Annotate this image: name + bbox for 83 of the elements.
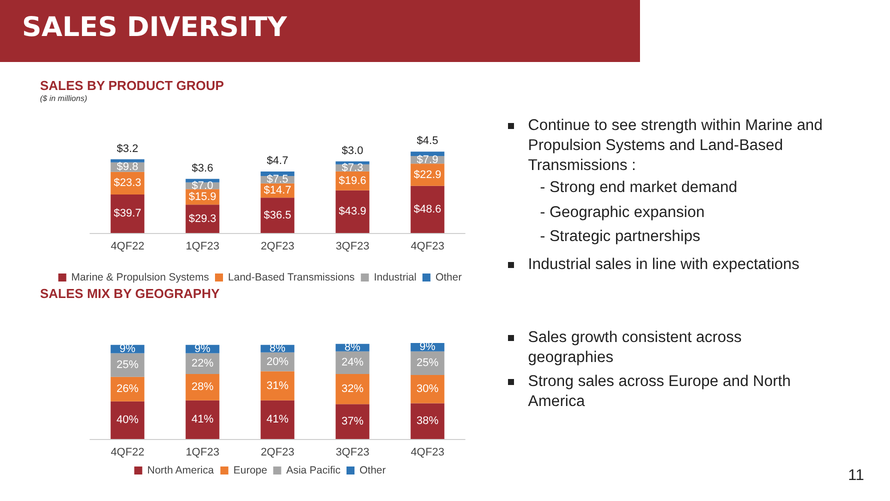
bar xyxy=(110,401,144,439)
data-label: 25% xyxy=(116,359,139,372)
text: Strong sales across Europe and North America xyxy=(528,372,792,412)
data-label: $15.9 xyxy=(188,190,216,203)
x-tick-label: 1QF23 xyxy=(186,446,220,458)
bar xyxy=(110,159,144,162)
bar xyxy=(186,400,220,439)
data-label: 41% xyxy=(191,414,214,426)
x-tick-label: 4QF23 xyxy=(410,446,444,458)
legend-label: Industrial xyxy=(374,272,416,284)
data-label: $3.2 xyxy=(116,142,138,155)
data-label: 38% xyxy=(416,415,439,428)
legend-label: Asia Pacific xyxy=(286,464,340,476)
data-label: $3.0 xyxy=(342,144,364,157)
data-label: 9% xyxy=(120,343,136,356)
x-tick-label: 2QF23 xyxy=(260,446,294,458)
legend-label: Other xyxy=(435,272,462,284)
text: Sales growth consistent across geographies xyxy=(528,328,743,368)
data-label: 31% xyxy=(266,380,289,392)
data-label: $9.8 xyxy=(116,161,138,174)
bar xyxy=(186,374,220,400)
data-label: $19.6 xyxy=(338,174,366,187)
bar xyxy=(336,374,370,404)
data-label: $36.5 xyxy=(264,209,292,222)
data-label: $7.9 xyxy=(416,154,438,166)
data-label: $4.5 xyxy=(416,135,438,148)
bar xyxy=(410,403,444,439)
text: Continue to see strength within Marine and Propulsion Systems and Land-Based Transmissions : xyxy=(528,116,824,176)
chart-subtitle: ($ in millions) xyxy=(40,94,88,103)
data-label: 22% xyxy=(191,358,214,370)
text: 11 xyxy=(848,466,866,486)
text: SALES DIVERSITY xyxy=(22,12,287,43)
bar xyxy=(110,194,144,233)
bar xyxy=(260,198,294,233)
data-label: $3.6 xyxy=(192,162,214,174)
x-tick-label: 4QF22 xyxy=(110,446,144,458)
data-label: 26% xyxy=(116,383,139,396)
x-tick-label: 2QF23 xyxy=(260,240,294,252)
x-tick-label: 4QF22 xyxy=(110,240,144,252)
legend-label: Other xyxy=(359,464,386,476)
data-label: $29.3 xyxy=(188,212,216,225)
x-tick-label: 3QF23 xyxy=(336,240,370,252)
data-label: $48.6 xyxy=(414,203,442,216)
data-label: $7.0 xyxy=(192,180,214,192)
data-label: $39.7 xyxy=(114,208,142,220)
bar xyxy=(260,371,294,400)
chart-title: SALES BY PRODUCT GROUP xyxy=(40,78,224,93)
data-label: 32% xyxy=(341,383,364,396)
data-label: $14.7 xyxy=(264,184,292,196)
bar xyxy=(336,404,370,439)
x-tick-label: 3QF23 xyxy=(336,446,370,458)
data-label: $7.3 xyxy=(342,162,364,174)
data-label: 41% xyxy=(266,414,289,426)
text: - Strong end market demand xyxy=(540,178,738,198)
data-label: $7.5 xyxy=(266,174,288,186)
data-label: 9% xyxy=(194,343,211,356)
bar xyxy=(260,400,294,439)
bar xyxy=(336,190,370,233)
text: - Strategic partnerships xyxy=(540,227,702,247)
legend-label: Europe xyxy=(233,464,268,476)
data-label: 25% xyxy=(416,357,439,370)
chart-title: SALES MIX BY GEOGRAPHY xyxy=(40,286,220,301)
data-label: $23.3 xyxy=(114,177,142,190)
legend-label: Land-Based Transmissions xyxy=(228,272,355,284)
text: Industrial sales in line with expectations xyxy=(528,255,800,275)
data-label: 20% xyxy=(266,356,289,368)
data-label: 40% xyxy=(116,414,139,426)
data-label: 37% xyxy=(341,416,364,428)
bar xyxy=(410,374,444,404)
data-label: 28% xyxy=(191,381,214,394)
legend-label: Marine & Propulsion Systems xyxy=(71,272,210,284)
data-label: $43.9 xyxy=(338,206,366,218)
data-label: 30% xyxy=(416,383,439,396)
x-tick-label: 4QF23 xyxy=(410,240,444,252)
bar xyxy=(110,376,144,402)
data-label: $4.7 xyxy=(266,155,288,167)
data-label: $22.9 xyxy=(414,168,442,181)
x-tick-label: 1QF23 xyxy=(186,240,220,252)
bar xyxy=(410,186,444,233)
text: - Geographic expansion xyxy=(540,203,706,223)
bar xyxy=(410,152,444,156)
legend-label: North America xyxy=(147,464,214,476)
data-label: 24% xyxy=(341,356,364,369)
